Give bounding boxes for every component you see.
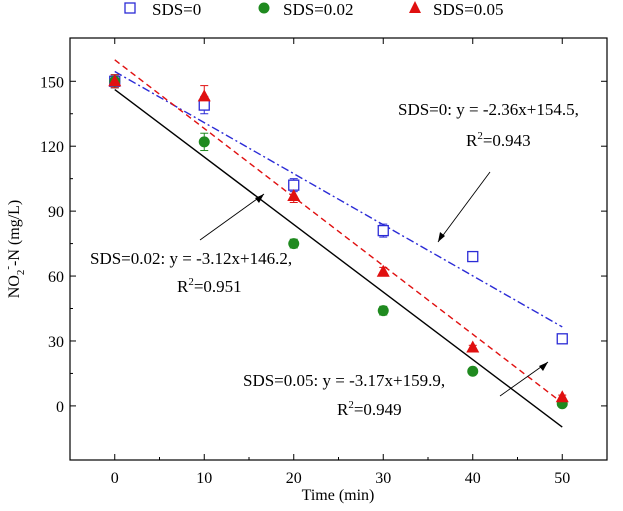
data-point-sds-0 [377,224,389,237]
y-axis-title-sub: 2 [15,270,27,276]
legend-marker-sds-0 [124,2,136,14]
legend-marker-sds-0-02 [258,2,270,14]
annotation-sds-0-02-r2-prefix: R [177,277,189,296]
data-point-sds-0-05 [287,188,301,201]
annotation-sds-0-r2-sup: 2 [477,130,483,142]
x-tick-label: 30 [375,470,391,487]
data-point-sds-0-02 [467,365,479,377]
legend-marker-sds-0-05 [409,1,421,13]
arrow-sds-0-05 [499,361,549,397]
annotation-sds-0-05-r2-prefix: R [337,400,349,419]
y-tick-label: 60 [48,269,64,286]
arrow-head-sds-0 [438,232,445,242]
x-axis-title: Time (min) [302,487,375,504]
x-tick-label: 40 [465,470,481,487]
data-point-sds-0-05 [197,89,211,102]
y-tick-label: 90 [48,204,64,221]
y-tick-label: 0 [56,399,64,416]
annotation-sds-0-02-r2: R2=0.951 [177,276,242,296]
data-point-sds-0 [467,250,479,263]
x-tick-label: 0 [111,470,119,487]
y-axis-title-rest: -N (mg/L) [6,200,23,266]
annotation-sds-0-05-r2-value: =0.949 [354,400,402,419]
data-points [108,74,569,410]
axis-ticks: 0 10 20 30 40 50 0 30 60 90 120 150 [40,38,607,487]
annotation-sds-0-line1: SDS=0: y = -2.36x+154.5, [398,100,579,119]
legend-label-sds-0-05: SDS=0.05 [433,0,504,19]
annotation-sds-0-05-r2: R2=0.949 [337,399,402,419]
data-point-sds-0-02 [198,136,210,148]
annotation-sds-0-05-r2-sup: 2 [348,399,354,411]
fit-lines [114,59,563,428]
annotation-sds-0-r2-prefix: R [466,131,478,150]
data-point-sds-0 [556,333,568,345]
data-point-sds-0-05 [466,340,480,353]
y-tick-label: 30 [48,334,64,351]
annotation-arrows [199,171,549,397]
y-tick-label: 120 [40,139,64,156]
fit-line-series-0 [114,70,563,328]
arrow-sds-0 [437,171,491,243]
arrow-head-sds-0-05 [539,362,548,371]
x-tick-label: 10 [196,470,212,487]
y-axis-title: NO2--N (mg/L) [2,200,27,298]
data-point-sds-0-05 [376,264,390,277]
data-point-sds-0-05 [108,74,122,87]
legend-label-sds-0-02: SDS=0.02 [283,0,354,19]
y-tick-label: 150 [40,74,64,91]
data-point-sds-0 [288,179,300,191]
y-axis-title-sup: - [2,266,14,270]
arrow-sds-0-02 [199,193,265,241]
fit-line-series-1 [114,88,563,428]
y-axis-title-main: NO [6,275,23,298]
legend-label-sds-0: SDS=0 [152,0,201,19]
annotation-sds-0-r2-value: =0.943 [483,131,531,150]
data-point-sds-0-05 [555,390,569,403]
fit-line-series-2 [114,59,563,404]
data-point-sds-0 [198,99,210,111]
annotation-sds-0-02-line1: SDS=0.02: y = -3.12x+146.2, [90,249,292,268]
error-bars [110,74,567,407]
data-point-sds-0-02 [288,238,300,250]
legend: SDS=0 SDS=0.02 SDS=0.05 [124,0,504,19]
x-tick-label: 50 [554,470,570,487]
data-point-sds-0-02 [377,305,389,317]
arrow-head-sds-0-02 [255,194,264,203]
x-tick-label: 20 [286,470,302,487]
annotation-sds-0-02-r2-sup: 2 [188,276,194,288]
annotation-sds-0-05-line1: SDS=0.05: y = -3.17x+159.9, [243,371,445,390]
annotation-sds-0-r2: R2=0.943 [466,130,531,150]
annotation-sds-0-02-r2-value: =0.951 [194,277,242,296]
